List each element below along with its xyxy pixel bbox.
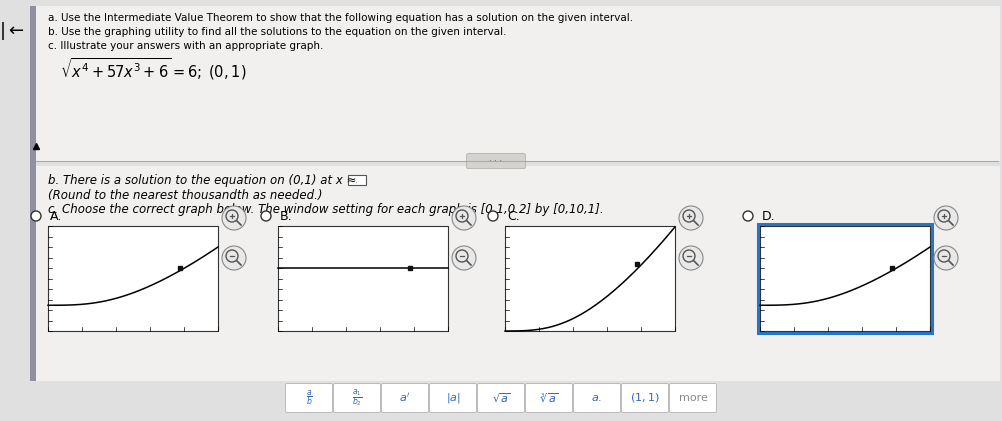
Bar [348, 175, 366, 185]
Text: $a.$: $a.$ [591, 393, 602, 403]
Text: (Round to the nearest thousandth as needed.): (Round to the nearest thousandth as need… [48, 189, 323, 202]
Text: $\frac{a}{b}$: $\frac{a}{b}$ [306, 389, 313, 408]
FancyBboxPatch shape [286, 384, 333, 413]
Bar [505, 226, 675, 331]
Circle shape [934, 246, 958, 270]
Text: $a'$: $a'$ [400, 392, 411, 405]
FancyBboxPatch shape [430, 384, 477, 413]
Bar [758, 224, 932, 333]
Text: b. There is a solution to the equation on (0,1) at x ≈: b. There is a solution to the equation o… [48, 174, 357, 187]
Text: $\sqrt{a}$: $\sqrt{a}$ [492, 392, 510, 405]
FancyBboxPatch shape [467, 154, 525, 168]
FancyBboxPatch shape [669, 384, 716, 413]
Text: a. Use the Intermediate Value Theorem to show that the following equation has a : a. Use the Intermediate Value Theorem to… [48, 13, 633, 23]
FancyBboxPatch shape [621, 384, 668, 413]
Circle shape [452, 206, 476, 230]
Bar [278, 226, 448, 331]
Text: more: more [678, 393, 707, 403]
Text: B.: B. [280, 210, 293, 223]
Text: $\sqrt{x^4+57x^3+6}=6;\;(0,1)$: $\sqrt{x^4+57x^3+6}=6;\;(0,1)$ [60, 56, 246, 82]
Text: $|a|$: $|a|$ [446, 391, 460, 405]
Circle shape [452, 246, 476, 270]
Text: $\frac{a_1}{b_2}$: $\frac{a_1}{b_2}$ [352, 387, 363, 409]
FancyBboxPatch shape [573, 384, 620, 413]
Text: .: . [356, 175, 359, 185]
Text: $(1,1)$: $(1,1)$ [630, 392, 660, 405]
FancyBboxPatch shape [478, 384, 524, 413]
Circle shape [222, 246, 246, 270]
Circle shape [261, 211, 271, 221]
Text: D.: D. [762, 210, 776, 223]
Text: · · ·: · · · [489, 157, 503, 165]
Text: c. Choose the correct graph below. The window setting for each graph is [0,1,0.2: c. Choose the correct graph below. The w… [48, 203, 603, 216]
Circle shape [222, 206, 246, 230]
Circle shape [679, 246, 703, 270]
Circle shape [743, 211, 753, 221]
Bar [30, 6, 36, 381]
Text: A.: A. [50, 210, 62, 223]
Circle shape [31, 211, 41, 221]
FancyBboxPatch shape [334, 384, 381, 413]
Bar [30, 166, 1000, 381]
Circle shape [488, 211, 498, 221]
Bar [760, 226, 930, 331]
Text: c. Illustrate your answers with an appropriate graph.: c. Illustrate your answers with an appro… [48, 41, 324, 51]
Bar [30, 6, 1000, 161]
Text: C.: C. [507, 210, 520, 223]
Bar [48, 226, 218, 331]
FancyBboxPatch shape [525, 384, 572, 413]
Circle shape [679, 206, 703, 230]
FancyBboxPatch shape [382, 384, 429, 413]
Text: $|\leftarrow$: $|\leftarrow$ [0, 20, 25, 42]
Text: $\sqrt[3]{a}$: $\sqrt[3]{a}$ [540, 392, 558, 405]
Circle shape [934, 206, 958, 230]
Text: b. Use the graphing utility to find all the solutions to the equation on the giv: b. Use the graphing utility to find all … [48, 27, 506, 37]
